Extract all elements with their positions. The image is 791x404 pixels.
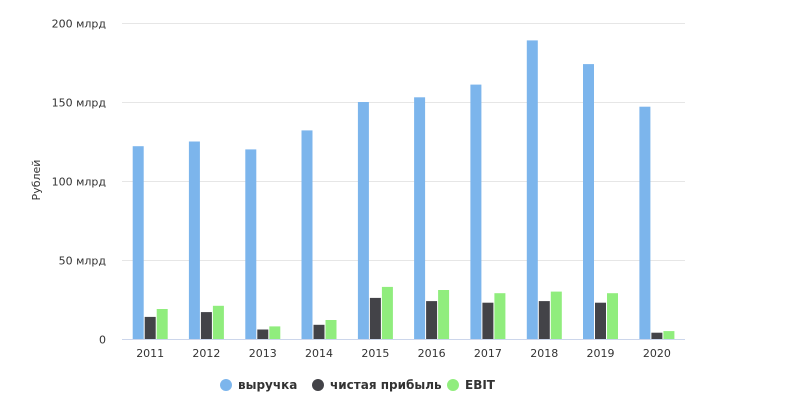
y-tick-label: 0 <box>99 334 106 347</box>
legend-label: чистая прибыль <box>330 378 442 392</box>
x-tick-label: 2018 <box>530 347 558 360</box>
bar-выручка-2015[interactable] <box>357 102 369 339</box>
bar-чистая-прибыль-2016[interactable] <box>426 301 438 339</box>
bar-ebit-2013[interactable] <box>269 326 281 339</box>
x-tick-label: 2016 <box>418 347 446 360</box>
bar-чистая-прибыль-2018[interactable] <box>538 301 550 339</box>
bar-чистая-прибыль-2020[interactable] <box>651 332 663 339</box>
bar-ebit-2012[interactable] <box>212 305 224 339</box>
legend-item-чистая-прибыль[interactable]: чистая прибыль <box>312 378 442 392</box>
bar-выручка-2011[interactable] <box>132 146 144 339</box>
bar-ebit-2011[interactable] <box>156 309 168 339</box>
x-tick-label: 2011 <box>136 347 164 360</box>
bar-ebit-2014[interactable] <box>325 320 337 339</box>
bar-ebit-2016[interactable] <box>438 290 450 339</box>
legend-item-выручка[interactable]: выручка <box>220 378 297 392</box>
bar-чистая-прибыль-2011[interactable] <box>144 316 156 339</box>
y-axis-title: Рублей <box>30 160 43 201</box>
bar-выручка-2013[interactable] <box>245 149 257 339</box>
x-tick-label: 2012 <box>192 347 220 360</box>
y-tick-label: 150 млрд <box>52 97 107 110</box>
x-tick-label: 2019 <box>587 347 615 360</box>
bar-ebit-2018[interactable] <box>550 291 562 339</box>
bar-выручка-2019[interactable] <box>583 64 594 339</box>
y-tick-label: 100 млрд <box>52 176 107 189</box>
x-tick-label: 2015 <box>361 347 389 360</box>
bar-чистая-прибыль-2017[interactable] <box>482 302 494 339</box>
legend-marker-icon <box>312 379 324 391</box>
x-tick-label: 2017 <box>474 347 502 360</box>
grid <box>122 23 685 261</box>
bar-ebit-2017[interactable] <box>494 293 506 339</box>
bar-чистая-прибыль-2012[interactable] <box>200 312 212 339</box>
bar-чистая-прибыль-2014[interactable] <box>313 324 325 339</box>
legend-marker-icon <box>220 379 232 391</box>
bar-выручка-2014[interactable] <box>301 130 313 339</box>
bar-ebit-2015[interactable] <box>381 286 393 339</box>
y-tick-label: 200 млрд <box>52 18 107 31</box>
legend-item-ebit[interactable]: EBIT <box>447 378 496 392</box>
bar-выручка-2018[interactable] <box>526 40 538 340</box>
bar-ebit-2020[interactable] <box>663 331 675 339</box>
bar-выручка-2020[interactable] <box>639 106 651 339</box>
bars <box>132 40 675 340</box>
x-tick-label: 2020 <box>643 347 671 360</box>
legend-label: выручка <box>238 378 297 392</box>
legend[interactable]: выручка чистая прибыль EBIT <box>220 378 496 392</box>
y-axis: 0 50 млрд 100 млрд 150 млрд 200 млрд <box>52 18 107 347</box>
bar-чистая-прибыль-2019[interactable] <box>595 302 606 339</box>
bar-выручка-2012[interactable] <box>188 141 200 340</box>
x-tick-label: 2013 <box>249 347 277 360</box>
y-tick-label: 50 млрд <box>59 255 107 268</box>
bar-чистая-прибыль-2013[interactable] <box>257 329 269 340</box>
x-axis: 2011 2012 2013 2014 2015 2016 2017 2018 2019 2020 <box>122 339 685 360</box>
bar-чистая-прибыль-2015[interactable] <box>369 297 381 339</box>
legend-marker-icon <box>447 379 459 391</box>
bar-выручка-2017[interactable] <box>470 84 482 339</box>
legend-label: EBIT <box>465 378 496 392</box>
bar-выручка-2016[interactable] <box>414 97 426 339</box>
bar-ebit-2019[interactable] <box>607 293 618 339</box>
x-tick-label: 2014 <box>305 347 333 360</box>
